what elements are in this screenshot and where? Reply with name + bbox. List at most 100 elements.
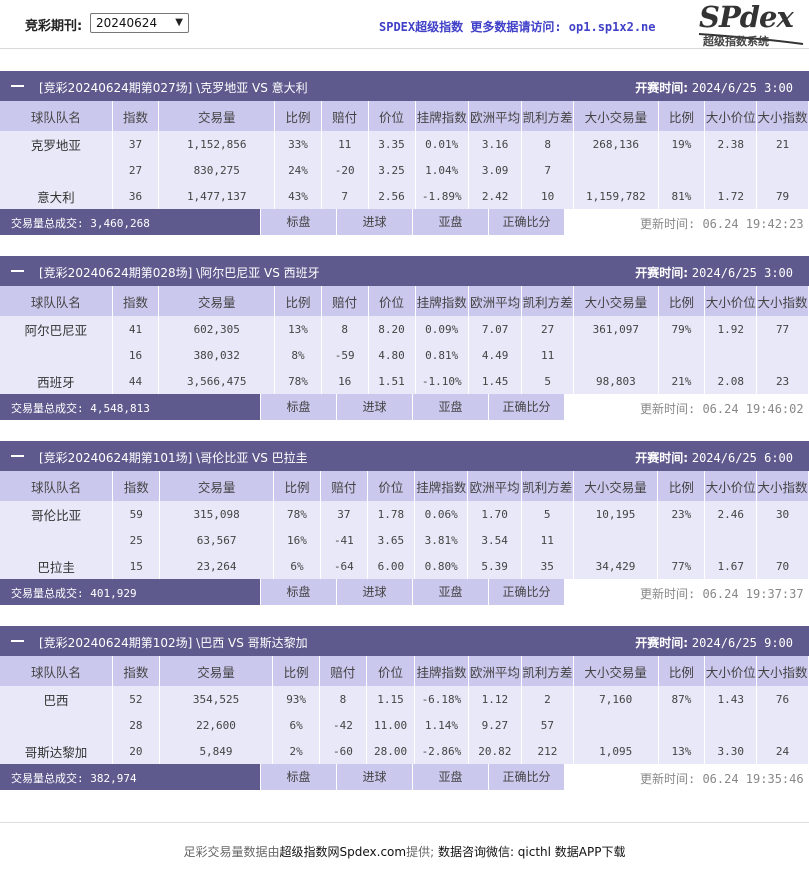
column-header: 欧洲平均 (467, 471, 522, 501)
cell-ratio: 2% (272, 738, 321, 764)
table-row: 哥斯达黎加 20 5,849 2% -60 28.00 -2.86% 20.82 212 1,09… (0, 738, 809, 764)
cell-team (0, 342, 113, 368)
cell-listed: -1.89% (415, 183, 469, 209)
market-button[interactable]: 进球 (336, 394, 412, 420)
period-label: 竞彩期刊: (25, 19, 83, 34)
cell-pay: -59 (321, 342, 369, 368)
market-button[interactable]: 进球 (336, 209, 412, 235)
cell-ou_vol: 34,429 (573, 553, 659, 579)
column-header: 价位 (367, 471, 416, 501)
cell-ou_price: 1.43 (704, 686, 758, 712)
market-button[interactable]: 正确比分 (488, 394, 564, 420)
market-button[interactable]: 标盘 (260, 209, 336, 235)
table-row: 27 830,275 24% -20 3.25 1.04% 3.09 7 (0, 157, 809, 183)
cell-kelly: 11 (521, 342, 575, 368)
cell-ou_idx: 70 (756, 553, 809, 579)
start-label: 开赛时间: (635, 636, 689, 650)
market-button[interactable]: 标盘 (260, 394, 336, 420)
column-header: 挂牌指数 (415, 101, 469, 131)
cell-euro: 5.39 (467, 553, 522, 579)
market-button[interactable]: 标盘 (260, 764, 336, 790)
column-header: 赔付 (319, 656, 367, 686)
start-time: 2024/6/25 3:00 (691, 266, 793, 280)
collapse-icon[interactable] (11, 640, 24, 642)
match-title: [竞彩20240624期第102场] \巴西 VS 哥斯达黎加 (39, 636, 308, 650)
cell-ou_vol (573, 527, 659, 553)
collapse-icon[interactable] (11, 455, 24, 457)
cell-idx: 20 (112, 738, 160, 764)
cell-pay: 8 (319, 686, 367, 712)
spdex-logo[interactable]: SPdex 超级指数系统 (697, 0, 805, 48)
column-header: 价位 (368, 286, 416, 316)
cell-ou_vol: 1,095 (573, 738, 659, 764)
column-header: 比例 (272, 656, 321, 686)
promo-banner[interactable]: SPDEX超级指数 更多数据请访问: op1.sp1x2.ne (379, 20, 656, 34)
cell-ou_ratio: 23% (657, 501, 706, 527)
odds-table: 球队队名 指数 交易量 比例 赔付 价位 挂牌指数 欧洲平均 凯利方差 大小交易量 比例 大小价位 大小… (0, 101, 809, 209)
table-row: 西班牙 44 3,566,475 78% 16 1.51 -1.10% 1.45 5 98,803… (0, 368, 809, 394)
cell-pay: -60 (319, 738, 367, 764)
column-header: 欧洲平均 (468, 101, 523, 131)
total-volume: 交易量总成交: 382,974 (0, 764, 260, 790)
match-title: [竞彩20240624期第101场] \哥伦比亚 VS 巴拉圭 (39, 451, 308, 465)
market-button[interactable]: 亚盘 (412, 579, 488, 605)
cell-ou_vol (573, 342, 659, 368)
cell-team: 巴西 (0, 686, 113, 712)
cell-vol: 23,264 (159, 553, 275, 579)
period-select[interactable]: 20240624 ▼ (90, 13, 189, 33)
cell-price: 1.51 (368, 368, 416, 394)
column-header: 指数 (112, 101, 160, 131)
market-button[interactable]: 进球 (336, 764, 412, 790)
market-button[interactable]: 正确比分 (488, 209, 564, 235)
cell-price: 6.00 (367, 553, 416, 579)
match-header: [竞彩20240624期第027场] \克罗地亚 VS 意大利 开赛时间: 20… (0, 71, 809, 101)
footer-contact[interactable]: 数据咨询微信: qicthl 数据APP下载 (437, 845, 626, 859)
market-button[interactable]: 亚盘 (412, 764, 488, 790)
column-header: 比例 (658, 286, 706, 316)
cell-pay: 11 (321, 131, 369, 157)
start-label: 开赛时间: (635, 451, 689, 465)
top-bar: 竞彩期刊: 20240624 ▼ SPDEX超级指数 更多数据请访问: op1.… (0, 0, 809, 49)
cell-listed: 0.06% (414, 501, 469, 527)
cell-ou_price: 2.08 (704, 368, 758, 394)
collapse-icon[interactable] (11, 270, 24, 272)
market-button[interactable]: 进球 (336, 579, 412, 605)
match-footer: 交易量总成交: 4,548,813 标盘 进球 亚盘 正确比分 更新时间: 06.24 1… (0, 394, 809, 420)
table-row: 意大利 36 1,477,137 43% 7 2.56 -1.89% 2.42 10 1,159,… (0, 183, 809, 209)
column-header: 球队队名 (0, 286, 113, 316)
footer-site-link[interactable]: 超级指数网Spdex.com (279, 845, 407, 859)
column-header: 指数 (112, 286, 160, 316)
cell-team: 哥伦比亚 (0, 501, 114, 527)
cell-ou_price: 1.92 (704, 316, 758, 342)
cell-vol: 1,152,856 (158, 131, 276, 157)
cell-listed: -1.10% (415, 368, 469, 394)
cell-pay: -42 (319, 712, 367, 738)
market-button[interactable]: 正确比分 (488, 579, 564, 605)
column-header: 挂牌指数 (414, 656, 469, 686)
cell-ou_price: 2.46 (704, 501, 758, 527)
column-header: 欧洲平均 (468, 656, 523, 686)
market-button[interactable]: 亚盘 (412, 394, 488, 420)
column-header: 大小指数 (756, 101, 809, 131)
market-button[interactable]: 标盘 (260, 579, 336, 605)
cell-price: 28.00 (366, 738, 416, 764)
cell-ou_price (704, 527, 758, 553)
market-button[interactable]: 正确比分 (488, 764, 564, 790)
cell-euro: 1.12 (468, 686, 523, 712)
column-header: 交易量 (158, 286, 276, 316)
cell-euro: 3.09 (468, 157, 523, 183)
cell-ratio: 13% (274, 316, 322, 342)
collapse-icon[interactable] (11, 85, 24, 87)
cell-euro: 7.07 (468, 316, 523, 342)
updated-time: 更新时间: 06.24 19:42:23 (640, 217, 804, 231)
cell-idx: 25 (112, 527, 161, 553)
cell-listed: 3.81% (414, 527, 469, 553)
cell-vol: 830,275 (158, 157, 276, 183)
total-volume-text: 交易量总成交: 401,929 (11, 587, 137, 600)
cell-ou_ratio: 19% (658, 131, 706, 157)
table-row: 16 380,032 8% -59 4.80 0.81% 4.49 11 (0, 342, 809, 368)
market-button[interactable]: 亚盘 (412, 209, 488, 235)
cell-ratio: 78% (273, 501, 321, 527)
cell-kelly: 10 (521, 183, 575, 209)
table-row: 28 22,600 6% -42 11.00 1.14% 9.27 57 (0, 712, 809, 738)
